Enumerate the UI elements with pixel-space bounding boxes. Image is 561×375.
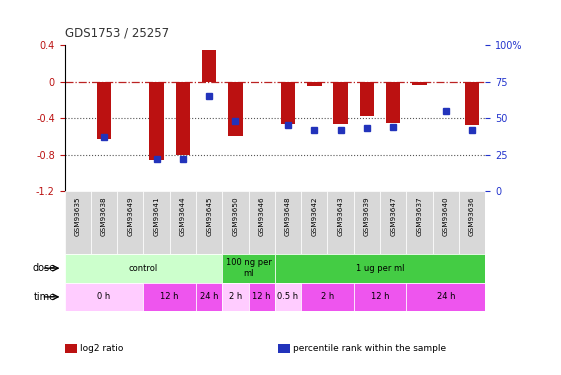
Bar	[465, 81, 479, 125]
Bar	[275, 191, 301, 254]
Text: GSM93649: GSM93649	[127, 196, 134, 236]
Bar	[380, 191, 406, 254]
Text: control: control	[129, 264, 158, 273]
Bar	[275, 282, 301, 311]
Bar	[202, 51, 217, 81]
Text: GSM93636: GSM93636	[469, 196, 475, 236]
Bar	[275, 254, 485, 282]
Bar	[433, 191, 459, 254]
Text: GSM93648: GSM93648	[285, 196, 291, 236]
Text: GSM93641: GSM93641	[154, 196, 159, 236]
Text: 12 h: 12 h	[371, 292, 389, 302]
Bar	[354, 191, 380, 254]
Bar	[360, 81, 374, 116]
Text: percentile rank within the sample: percentile rank within the sample	[293, 344, 446, 353]
Text: GSM93638: GSM93638	[101, 196, 107, 236]
Bar	[144, 191, 169, 254]
Text: 24 h: 24 h	[200, 292, 218, 302]
Bar	[301, 191, 328, 254]
Text: 100 ng per
ml: 100 ng per ml	[226, 258, 272, 278]
Text: GSM93640: GSM93640	[443, 196, 449, 236]
Bar	[406, 282, 485, 311]
Text: time: time	[34, 292, 56, 302]
Bar	[459, 191, 485, 254]
Text: GSM93650: GSM93650	[232, 196, 238, 236]
Bar	[65, 282, 144, 311]
Bar	[249, 282, 275, 311]
Text: 0 h: 0 h	[98, 292, 111, 302]
Bar	[281, 81, 295, 124]
Bar	[307, 81, 321, 86]
Bar	[228, 81, 243, 136]
Bar	[333, 81, 348, 124]
Bar	[196, 282, 222, 311]
Bar	[117, 191, 144, 254]
Text: GSM93645: GSM93645	[206, 196, 212, 236]
Text: GSM93644: GSM93644	[180, 196, 186, 236]
Text: 1 ug per ml: 1 ug per ml	[356, 264, 404, 273]
Bar	[196, 191, 222, 254]
Text: 2 h: 2 h	[321, 292, 334, 302]
Bar	[222, 254, 275, 282]
Bar	[65, 191, 91, 254]
Bar	[149, 81, 164, 160]
Bar	[249, 191, 275, 254]
Text: 12 h: 12 h	[252, 292, 271, 302]
Bar	[301, 282, 354, 311]
Text: log2 ratio: log2 ratio	[80, 344, 123, 353]
Text: GSM93639: GSM93639	[364, 196, 370, 236]
Text: 12 h: 12 h	[160, 292, 179, 302]
Bar	[144, 282, 196, 311]
Text: GSM93642: GSM93642	[311, 196, 318, 236]
Bar	[328, 191, 354, 254]
Bar	[354, 282, 406, 311]
Bar	[222, 282, 249, 311]
Text: GSM93647: GSM93647	[390, 196, 396, 236]
Bar	[91, 191, 117, 254]
Bar	[65, 254, 222, 282]
Text: GSM93637: GSM93637	[416, 196, 422, 236]
Text: GSM93635: GSM93635	[75, 196, 81, 236]
Bar	[169, 191, 196, 254]
Text: dose: dose	[33, 263, 56, 273]
Text: GDS1753 / 25257: GDS1753 / 25257	[65, 26, 169, 39]
Bar	[176, 81, 190, 154]
Bar	[222, 191, 249, 254]
Text: 24 h: 24 h	[436, 292, 455, 302]
Bar	[412, 81, 427, 85]
Text: 2 h: 2 h	[229, 292, 242, 302]
Text: GSM93643: GSM93643	[338, 196, 344, 236]
Bar	[406, 191, 433, 254]
Text: GSM93646: GSM93646	[259, 196, 265, 236]
Text: 0.5 h: 0.5 h	[278, 292, 298, 302]
Bar	[96, 81, 111, 139]
Bar	[386, 81, 401, 123]
